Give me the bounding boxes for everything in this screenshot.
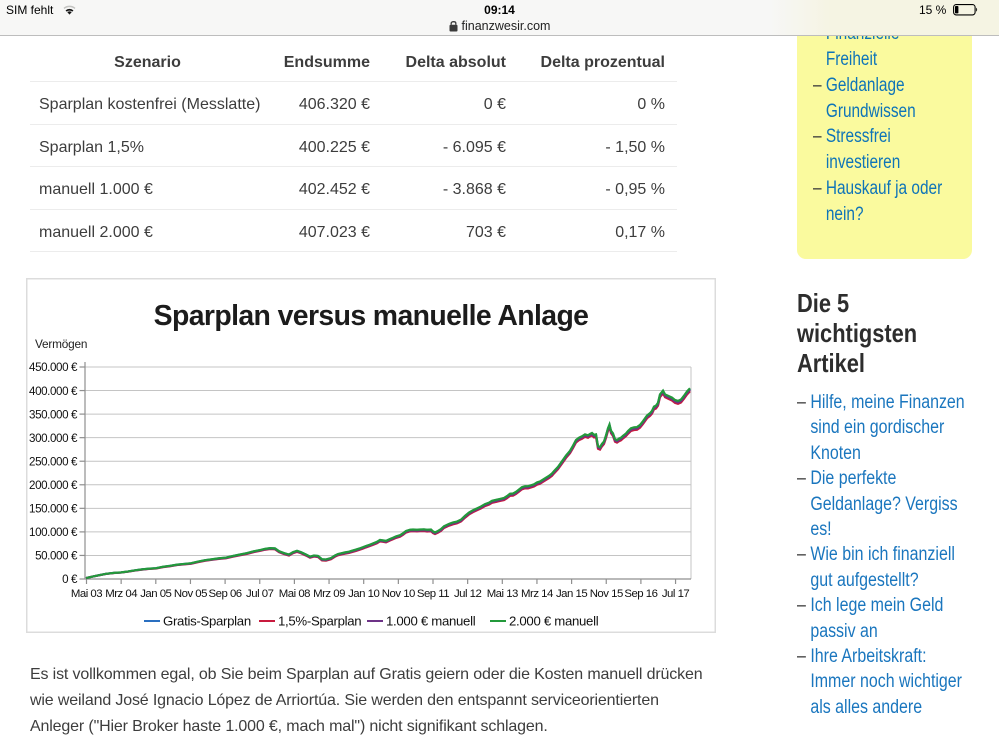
svg-text:400.000 €: 400.000 € (29, 385, 78, 398)
svg-text:350.000 €: 350.000 € (29, 408, 78, 421)
svg-text:Mrz 09: Mrz 09 (313, 588, 345, 600)
svg-text:0 €: 0 € (62, 573, 78, 586)
svg-text:Nov 15: Nov 15 (590, 588, 623, 600)
svg-text:Nov 10: Nov 10 (382, 588, 415, 600)
svg-text:Mrz 04: Mrz 04 (105, 588, 137, 600)
svg-text:Sparplan versus manuelle Anlag: Sparplan versus manuelle Anlage (154, 300, 589, 332)
svg-text:50.000 €: 50.000 € (35, 550, 78, 563)
svg-text:250.000 €: 250.000 € (29, 455, 78, 468)
svg-text:Nov 05: Nov 05 (174, 588, 207, 600)
svg-text:Gratis-Sparplan: Gratis-Sparplan (163, 614, 251, 629)
svg-text:Mai 13: Mai 13 (487, 588, 518, 600)
svg-text:1,5%-Sparplan: 1,5%-Sparplan (278, 614, 361, 629)
svg-text:2.000 € manuell: 2.000 € manuell (509, 614, 599, 629)
svg-text:Jul 17: Jul 17 (662, 588, 690, 600)
svg-text:Sep 06: Sep 06 (209, 588, 242, 600)
svg-text:Jul 07: Jul 07 (246, 588, 274, 600)
svg-text:Sep 11: Sep 11 (417, 588, 449, 600)
svg-text:Jan 15: Jan 15 (556, 588, 587, 600)
svg-text:Mai 08: Mai 08 (279, 588, 310, 600)
svg-text:200.000 €: 200.000 € (29, 479, 78, 492)
svg-text:1.000 € manuell: 1.000 € manuell (386, 614, 476, 629)
svg-text:Jan 05: Jan 05 (140, 588, 171, 600)
svg-text:450.000 €: 450.000 € (29, 361, 78, 374)
svg-text:Sep 16: Sep 16 (624, 588, 657, 600)
svg-text:300.000 €: 300.000 € (29, 432, 78, 445)
svg-text:100.000 €: 100.000 € (29, 526, 78, 539)
svg-text:150.000 €: 150.000 € (29, 503, 78, 516)
svg-text:Vermögen: Vermögen (35, 337, 87, 351)
svg-text:Jan 10: Jan 10 (348, 588, 379, 600)
svg-text:Mrz 14: Mrz 14 (521, 588, 553, 600)
svg-text:Mai 03: Mai 03 (71, 588, 102, 600)
svg-text:Jul 12: Jul 12 (454, 588, 482, 600)
